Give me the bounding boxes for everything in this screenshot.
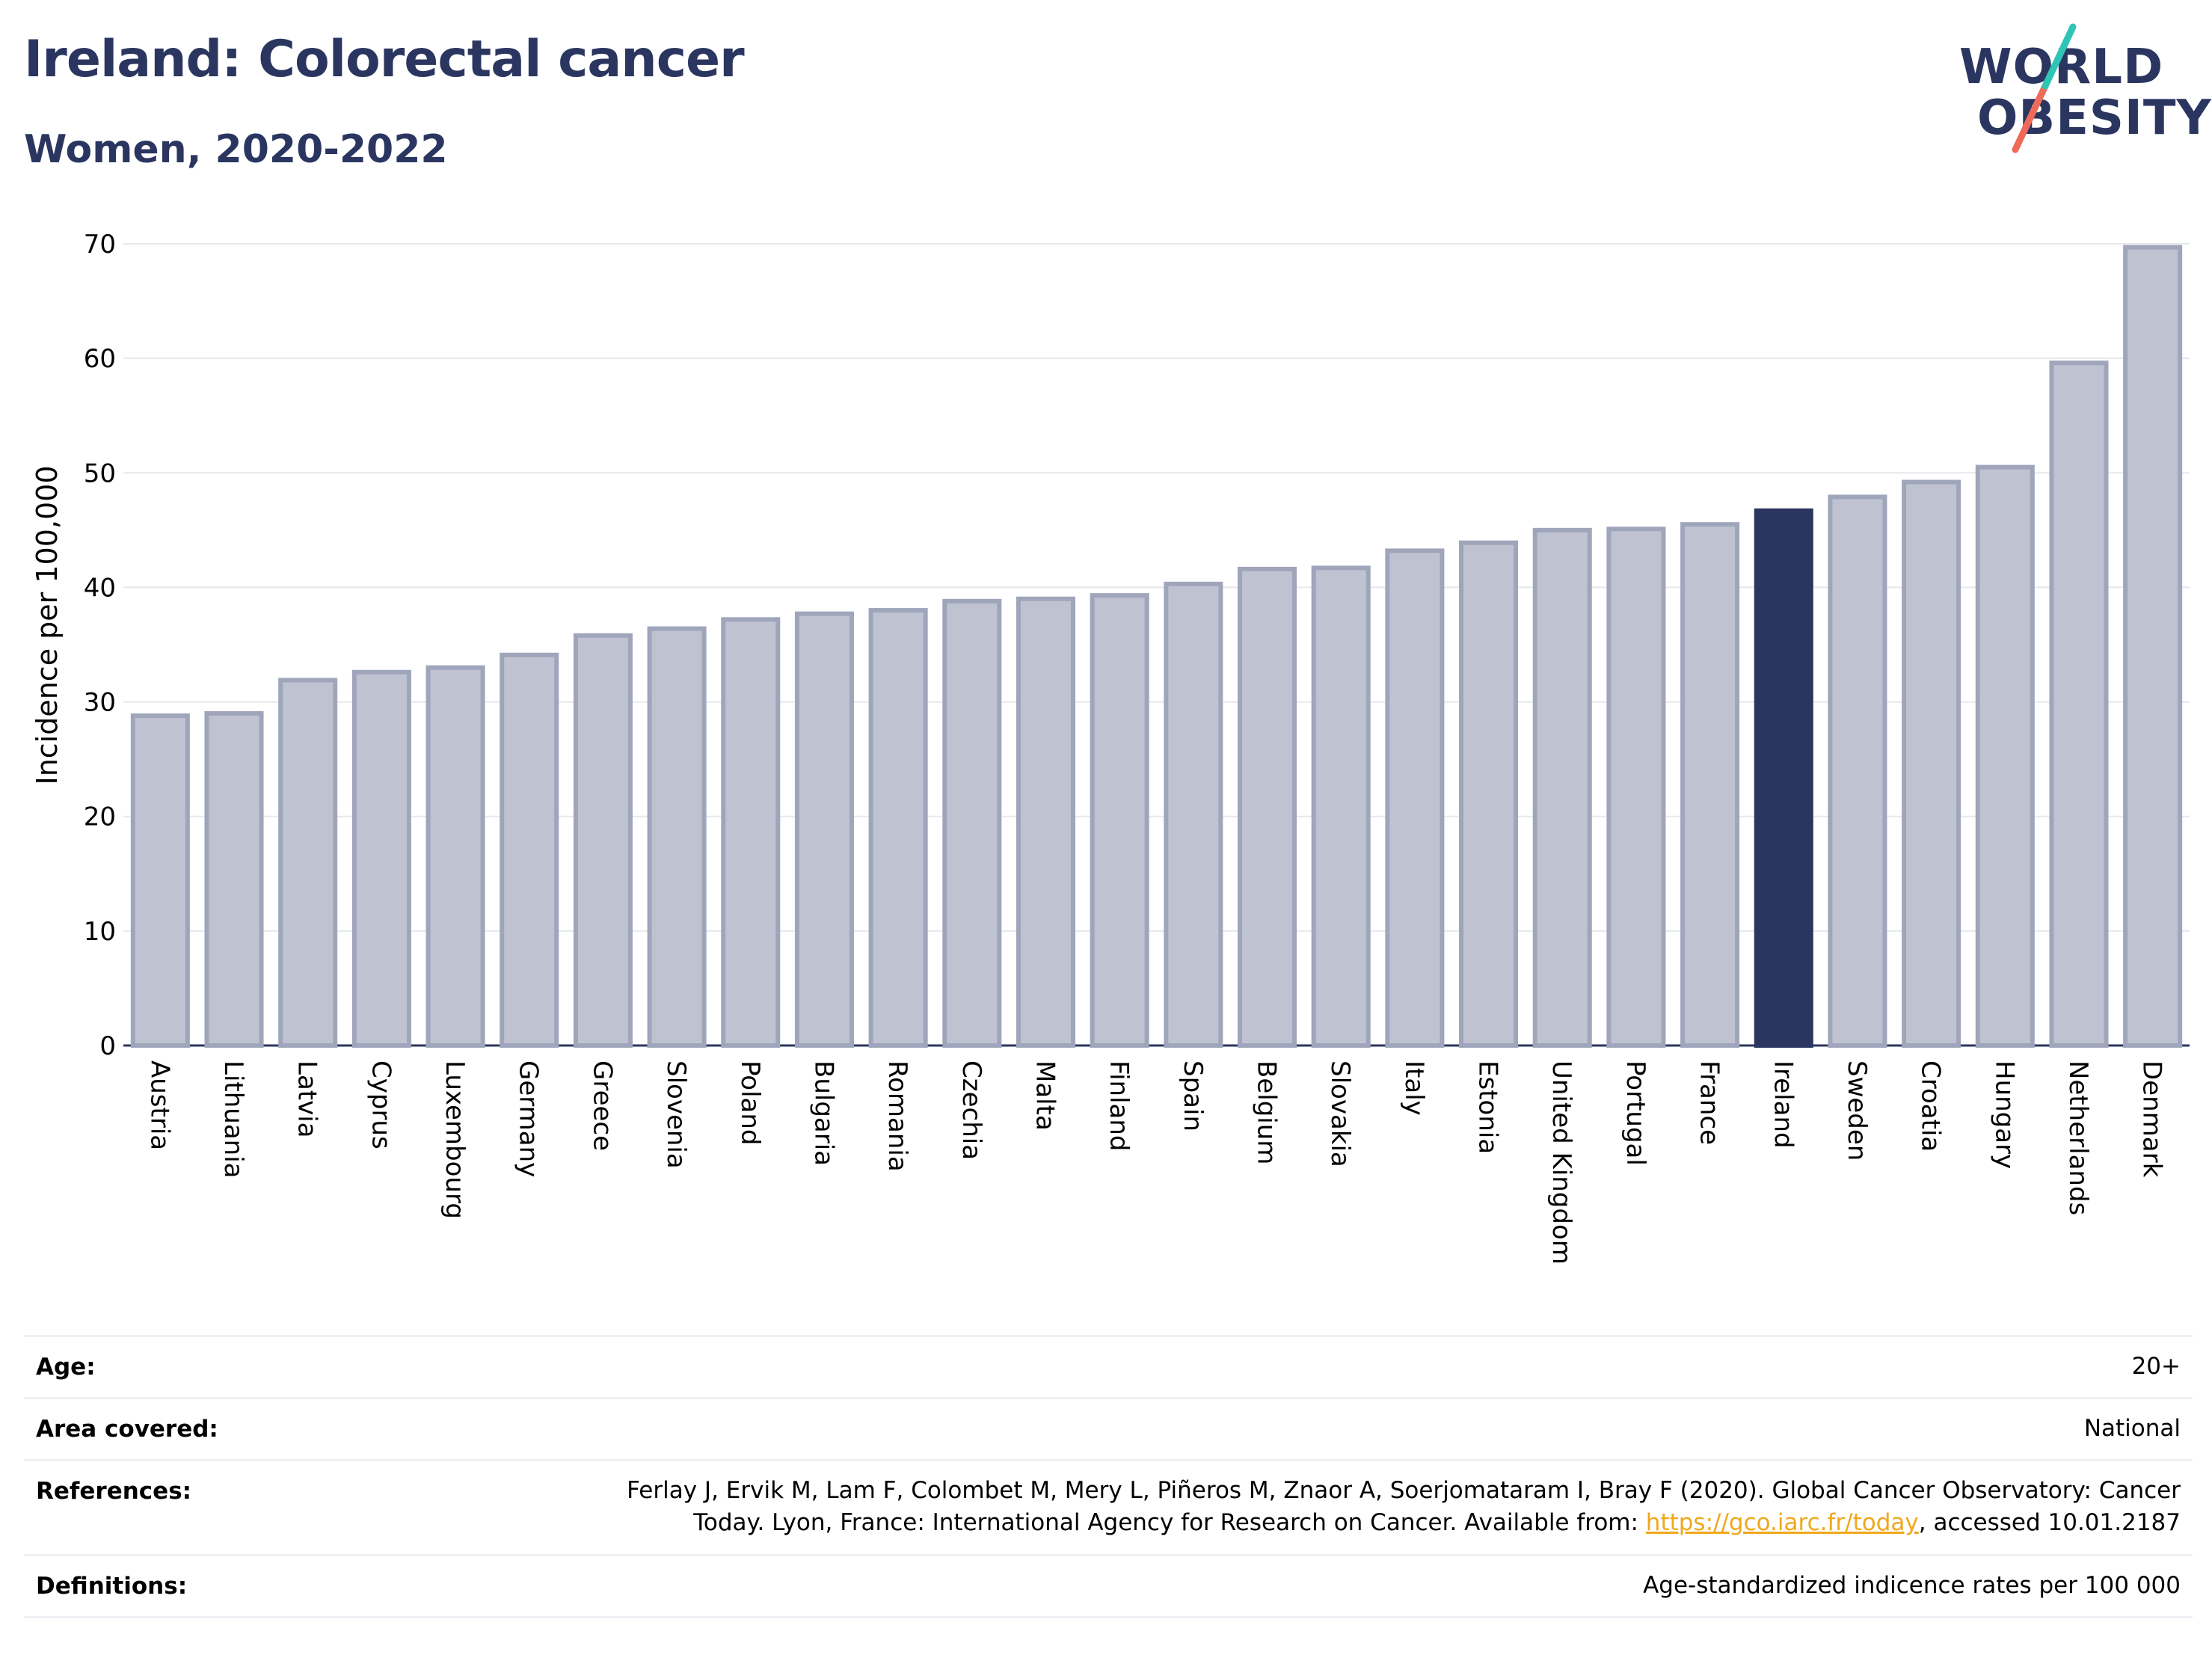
bar-hungary [1975, 464, 2035, 1048]
references-row: References: Ferlay J, Ervik M, Lam F, Co… [24, 1459, 2193, 1554]
bar-austria [130, 713, 190, 1048]
x-tick-label: France [1695, 1060, 1724, 1145]
x-tick-label: Latvia [292, 1060, 322, 1138]
bar-estonia [1459, 540, 1519, 1048]
x-tick-label: Luxembourg [440, 1060, 470, 1219]
area-row: Area covered: National [24, 1397, 2193, 1459]
x-tick-label: Cyprus [366, 1060, 396, 1149]
bar-latvia [278, 678, 338, 1048]
x-tick-label: Czechia [956, 1060, 986, 1160]
x-tick-label: Croatia [1916, 1060, 1946, 1152]
bar-lithuania [204, 710, 264, 1048]
logo-line-2: OBESITY [1977, 90, 2212, 146]
y-axis-label: Incidence per 100,000 [31, 465, 64, 784]
x-tick-label: Portugal [1620, 1060, 1650, 1166]
y-tick-label: 0 [99, 1031, 116, 1061]
x-tick-label: Bulgaria [808, 1060, 838, 1166]
logo-slash-icon [2012, 23, 2077, 153]
bar-france [1680, 522, 1740, 1048]
references-accessed: , accessed 10.01.2187 [1918, 1509, 2181, 1536]
bar-bulgaria [794, 611, 854, 1048]
age-value: 20+ [2131, 1353, 2181, 1380]
x-tick-label: Spain [1178, 1060, 1208, 1132]
x-tick-label: Netherlands [2063, 1060, 2093, 1215]
bar-poland [721, 617, 781, 1048]
x-tick-label: Slovenia [661, 1060, 691, 1169]
references-text: Today. Lyon, France: International Agenc… [693, 1509, 1646, 1536]
bar-finland [1090, 593, 1149, 1048]
bar-ireland [1754, 508, 1813, 1048]
bar-luxembourg [425, 665, 485, 1048]
references-link[interactable]: https://gco.iarc.fr/today [1645, 1509, 1919, 1536]
area-label: Area covered: [36, 1416, 218, 1443]
x-tick-label: Lithuania [218, 1060, 248, 1178]
bar-spain [1164, 581, 1223, 1048]
age-label: Age: [36, 1354, 96, 1381]
x-axis-ticks: Austria Lithuania Latvia Cyprus Luxembourg Ge… [144, 1060, 2166, 1265]
x-tick-label: Italy [1399, 1060, 1429, 1116]
y-tick-label: 20 [84, 802, 116, 832]
references-value: Ferlay J, Ervik M, Lam F, Colombet M, Me… [627, 1475, 2181, 1539]
bar-belgium [1238, 566, 1297, 1048]
references-label: References: [36, 1478, 192, 1505]
y-tick-label: 70 [84, 230, 116, 260]
x-tick-label: Ireland [1768, 1060, 1798, 1149]
y-tick-label: 40 [84, 573, 116, 603]
x-tick-label: Estonia [1473, 1060, 1503, 1154]
y-tick-label: 50 [84, 458, 116, 488]
bar-cyprus [351, 669, 411, 1048]
x-tick-label: Denmark [2137, 1060, 2167, 1178]
bar-malta [1016, 596, 1075, 1048]
bar-slovenia [647, 626, 707, 1048]
bar-romania [868, 608, 928, 1048]
bar-greece [573, 633, 633, 1048]
x-tick-label: Austria [144, 1060, 174, 1150]
y-tick-label: 60 [84, 344, 116, 374]
x-tick-label: Hungary [1989, 1060, 2019, 1169]
x-tick-label: Romania [882, 1060, 912, 1172]
bars [130, 245, 2183, 1048]
bar-czechia [942, 598, 1002, 1048]
references-line-1: Ferlay J, Ervik M, Lam F, Colombet M, Me… [627, 1477, 2181, 1504]
chart-title: Ireland: Colorectal cancer [24, 30, 745, 89]
references-line-2: Today. Lyon, France: International Agenc… [627, 1507, 2181, 1539]
bar-united-kingdom [1532, 527, 1592, 1048]
x-tick-label: Malta [1030, 1060, 1060, 1131]
y-tick-label: 10 [84, 917, 116, 947]
bar-italy [1385, 548, 1445, 1048]
definitions-label: Definitions: [36, 1573, 188, 1600]
x-tick-label: Sweden [1842, 1060, 1872, 1161]
y-axis-ticks: 0 10 20 30 40 50 60 70 [84, 230, 116, 1061]
bar-portugal [1606, 526, 1666, 1048]
world-obesity-logo: WORLD OBESITY [1944, 22, 2211, 157]
x-tick-label: Finland [1104, 1060, 1134, 1152]
x-tick-label: Belgium [1252, 1060, 1282, 1164]
bar-germany [500, 652, 559, 1048]
chart-subtitle: Women, 2020-2022 [24, 127, 448, 172]
x-tick-label: Slovakia [1325, 1060, 1355, 1167]
x-tick-label: United Kingdom [1546, 1060, 1576, 1265]
bar-netherlands [2049, 360, 2109, 1048]
definitions-row: Definitions: Age-standardized indicence … [24, 1554, 2193, 1618]
age-row: Age: 20+ [24, 1335, 2193, 1397]
bar-chart: 0 10 20 30 40 50 60 70 Austria Lithuania Latvia Cy… [31, 230, 2190, 1265]
x-tick-label: Germany [514, 1060, 544, 1177]
x-tick-label: Poland [735, 1060, 765, 1146]
definitions-value: Age-standardized indicence rates per 100… [1643, 1572, 2181, 1599]
bar-denmark [2123, 245, 2183, 1048]
y-tick-label: 30 [84, 688, 116, 718]
x-tick-label: Greece [587, 1060, 617, 1151]
bar-croatia [1902, 479, 1961, 1048]
info-table: Age: 20+ Area covered: National Referenc… [24, 1335, 2193, 1618]
bar-slovakia [1311, 565, 1371, 1048]
bar-sweden [1828, 494, 1887, 1048]
area-value: National [2083, 1415, 2181, 1442]
